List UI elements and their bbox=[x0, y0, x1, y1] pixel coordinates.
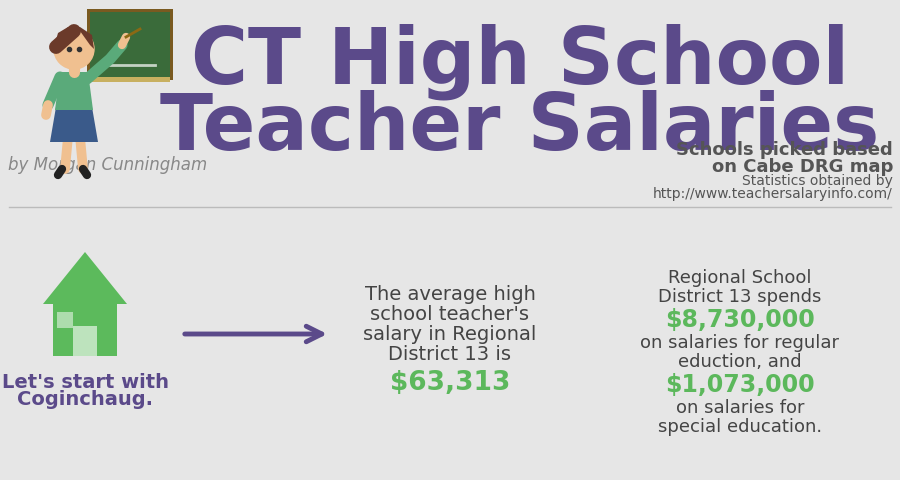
Text: by Morgan Cunningham: by Morgan Cunningham bbox=[8, 156, 207, 174]
Text: on Cabe DRG map: on Cabe DRG map bbox=[712, 157, 893, 176]
Text: on salaries for regular: on salaries for regular bbox=[641, 333, 840, 351]
FancyBboxPatch shape bbox=[87, 10, 173, 81]
Text: District 13 is: District 13 is bbox=[389, 345, 511, 364]
Polygon shape bbox=[43, 252, 127, 304]
Text: special education.: special education. bbox=[658, 417, 822, 435]
Polygon shape bbox=[50, 108, 98, 143]
FancyBboxPatch shape bbox=[90, 13, 170, 78]
Text: The average high: The average high bbox=[364, 285, 536, 304]
Text: salary in Regional: salary in Regional bbox=[364, 325, 536, 344]
Polygon shape bbox=[55, 73, 93, 111]
Text: Statistics obtained by: Statistics obtained by bbox=[742, 174, 893, 188]
Text: http://www.teachersalaryinfo.com/: http://www.teachersalaryinfo.com/ bbox=[653, 187, 893, 201]
FancyBboxPatch shape bbox=[73, 326, 97, 356]
Text: Schools picked based: Schools picked based bbox=[676, 141, 893, 159]
Text: District 13 spends: District 13 spends bbox=[658, 288, 822, 305]
Text: eduction, and: eduction, and bbox=[679, 352, 802, 370]
Text: Let's start with: Let's start with bbox=[2, 373, 168, 392]
Text: $63,313: $63,313 bbox=[390, 369, 510, 395]
Text: CT High School: CT High School bbox=[191, 24, 849, 100]
Polygon shape bbox=[54, 28, 94, 50]
Text: school teacher's: school teacher's bbox=[371, 305, 529, 324]
Text: $1,073,000: $1,073,000 bbox=[665, 372, 814, 396]
Text: Regional School: Regional School bbox=[668, 268, 812, 287]
Text: Teacher Salaries: Teacher Salaries bbox=[160, 90, 879, 166]
Text: $8,730,000: $8,730,000 bbox=[665, 307, 814, 331]
FancyBboxPatch shape bbox=[90, 78, 170, 83]
FancyBboxPatch shape bbox=[53, 304, 117, 356]
Circle shape bbox=[54, 30, 94, 70]
FancyBboxPatch shape bbox=[57, 312, 73, 328]
Text: Coginchaug.: Coginchaug. bbox=[17, 390, 153, 408]
Text: on salaries for: on salaries for bbox=[676, 398, 805, 416]
